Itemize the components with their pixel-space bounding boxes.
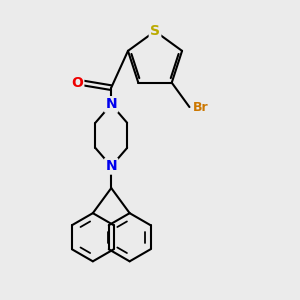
Text: O: O	[71, 76, 83, 90]
Text: Br: Br	[193, 100, 209, 113]
Text: S: S	[150, 24, 160, 38]
Text: N: N	[105, 159, 117, 173]
Text: N: N	[105, 98, 117, 111]
